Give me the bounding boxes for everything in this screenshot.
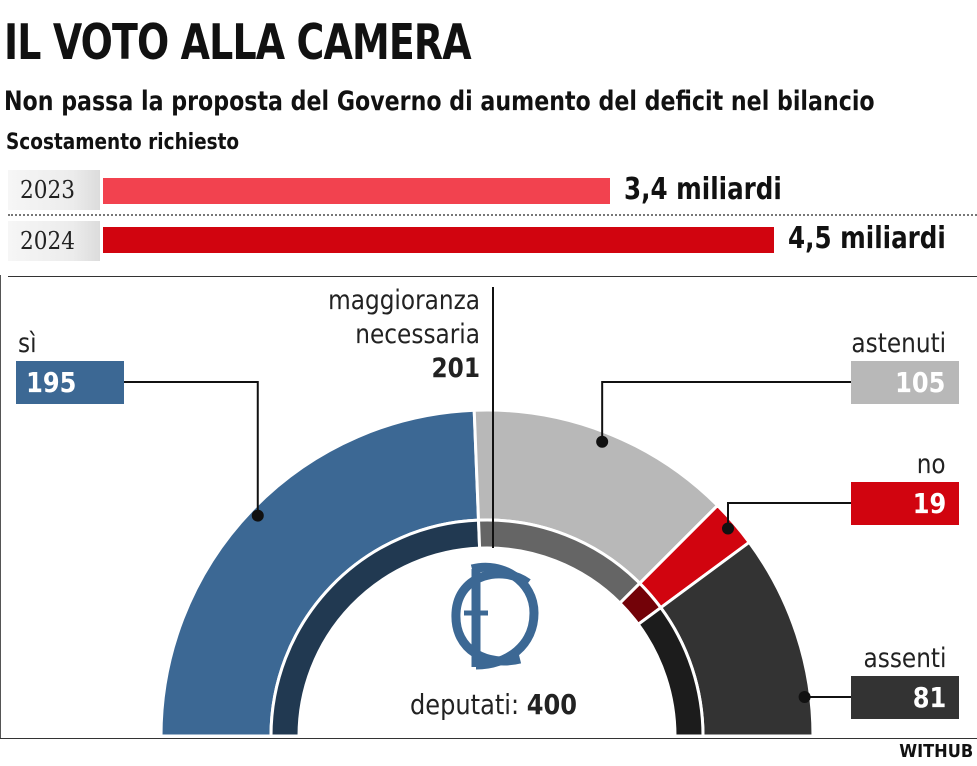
deficit-value-2024: 4,5 miliardi bbox=[787, 221, 946, 256]
value-assenti: 81 bbox=[912, 681, 947, 714]
label-no: no bbox=[917, 449, 946, 480]
bottom-divider bbox=[0, 738, 977, 739]
camera-deputati-logo-icon bbox=[451, 562, 539, 670]
dotted-separator bbox=[8, 214, 977, 216]
leader-dot-astenuti bbox=[596, 435, 609, 448]
majority-label: maggioranza necessaria 201 bbox=[300, 284, 480, 386]
value-si: 195 bbox=[26, 366, 77, 399]
leader-dot-assenti bbox=[798, 691, 811, 703]
majority-value: 201 bbox=[431, 353, 480, 384]
deficit-bar-2023 bbox=[103, 178, 610, 204]
leader-dot-si bbox=[251, 509, 264, 522]
left-border bbox=[0, 275, 1, 738]
value-box-si: 195 bbox=[16, 361, 124, 404]
page-subtitle: Non passa la proposta del Governo di aum… bbox=[4, 86, 875, 117]
label-si: sì bbox=[18, 328, 37, 359]
section-divider bbox=[8, 276, 977, 277]
year-box-2024 bbox=[8, 221, 100, 261]
value-no: 19 bbox=[912, 487, 947, 520]
leader-line-astenuti bbox=[601, 381, 851, 442]
value-box-no: 19 bbox=[851, 482, 959, 525]
deficit-bar-2024 bbox=[103, 227, 774, 253]
leader-dot-no bbox=[721, 522, 734, 535]
total-deputies-label: deputati: bbox=[410, 688, 520, 721]
page-title: IL VOTO ALLA CAMERA bbox=[4, 14, 472, 71]
chart-center-hole bbox=[299, 548, 675, 736]
majority-label-line2: necessaria bbox=[355, 319, 480, 350]
total-deputies: deputati: 400 bbox=[410, 688, 577, 721]
year-box-2023 bbox=[8, 170, 100, 210]
vote-semicircle-chart bbox=[124, 287, 851, 738]
deficit-value-2023: 3,4 miliardi bbox=[623, 172, 782, 207]
value-box-assenti: 81 bbox=[851, 676, 959, 719]
year-label-2023: 2023 bbox=[20, 176, 75, 204]
watermark: WITHUB bbox=[898, 741, 973, 762]
value-box-astenuti: 105 bbox=[851, 361, 959, 404]
label-assenti: assenti bbox=[863, 643, 946, 674]
majority-label-line1: maggioranza bbox=[328, 285, 480, 316]
value-astenuti: 105 bbox=[894, 366, 945, 399]
year-label-2024: 2024 bbox=[20, 227, 75, 255]
total-deputies-value: 400 bbox=[526, 688, 578, 721]
label-astenuti: astenuti bbox=[851, 328, 946, 359]
deficit-section-label: Scostamento richiesto bbox=[6, 130, 240, 155]
leader-line-no bbox=[726, 502, 851, 529]
leader-line-si bbox=[124, 381, 259, 516]
